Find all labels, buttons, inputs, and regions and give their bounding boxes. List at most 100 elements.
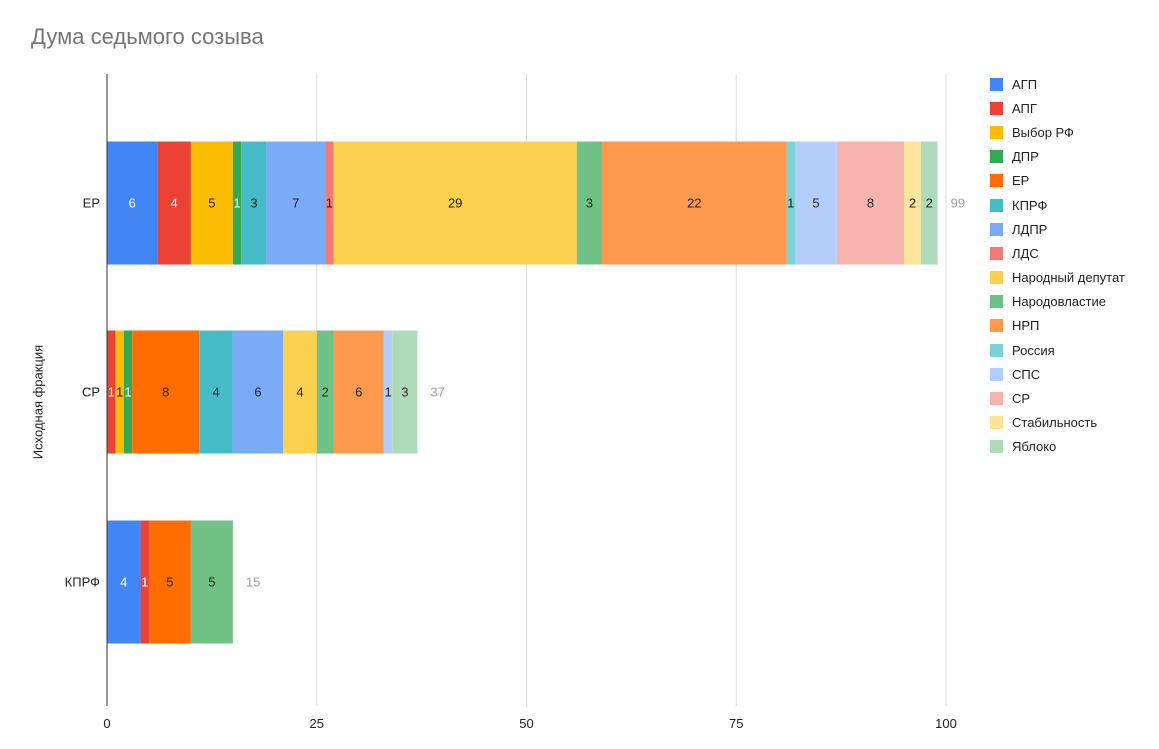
legend-swatch [990,343,1003,357]
bar-segment [232,141,242,265]
legend-label: КПРФ [1012,197,1048,213]
legend: АГП АПГ Выбор РФ ДПР ЕР КПРФ ЛДПР ЛДС Народный д… [990,72,1125,459]
legend-swatch [990,125,1003,139]
legend-label: ЛДС [1012,245,1039,261]
bar-segment [123,330,133,454]
data-label: 3 [586,196,593,211]
legend-label: Народный депутат [1012,270,1125,286]
y-axis-title: Исходная фракция [30,344,46,460]
legend-swatch [990,416,1003,430]
legend-label: СПС [1012,366,1041,382]
data-label: 4 [296,385,303,400]
bar-segment [383,330,393,454]
bar-segment [190,141,233,265]
data-label: 7 [292,196,299,211]
legend-label: ДПР [1012,149,1039,165]
legend-swatch [990,440,1003,454]
legend-swatch [990,295,1003,309]
labels-layer: 6 4 5 1 3 7 1 29 3 22 1 5 8 2 2 991 1 1 8 4 6 4 2 6 1 3 374 1 5 5 15 [108,196,966,590]
bar-segment [157,141,191,265]
legend-item: Стабильность [990,411,1125,435]
data-label: 3 [250,196,257,211]
bar-segment [316,330,334,454]
data-label: 2 [322,385,329,400]
data-label: 6 [355,385,362,400]
legend-label: ЛДПР [1012,221,1048,237]
bar-segment [199,330,233,454]
legend-swatch [990,319,1003,333]
bars-layer [107,141,938,644]
bar-segment [266,141,326,265]
data-label: 22 [687,196,701,211]
bar-segment [904,141,921,265]
legend-label: Стабильность [1012,415,1098,431]
legend-swatch [990,392,1003,406]
data-label: 5 [208,575,215,590]
data-label: 2 [926,196,933,211]
bar-segment [325,141,334,265]
x-tick-label: 75 [729,716,743,731]
total-label: 37 [430,385,444,400]
legend-item: КПРФ [990,193,1125,217]
legend-label: Выбор РФ [1012,124,1074,140]
legend-swatch [990,150,1003,164]
data-label: 1 [124,385,131,400]
legend-label: Яблоко [1012,439,1057,455]
data-label: 1 [326,196,333,211]
data-label: 29 [448,196,462,211]
data-label: 1 [384,385,391,400]
legend-swatch [990,271,1003,285]
data-label: 5 [166,575,173,590]
data-label: 5 [812,196,819,211]
bar-segment [190,520,233,644]
legend-item: ЛДПР [990,217,1125,241]
legend-item: СПС [990,362,1125,386]
legend-item: СР [990,386,1125,410]
legend-label: НРП [1012,318,1040,334]
legend-swatch [990,77,1003,91]
bar-segment [115,330,124,454]
bar-segment [392,330,418,454]
data-label: 4 [171,196,178,211]
legend-item: Россия [990,338,1125,362]
data-label: 8 [162,385,169,400]
legend-label: ЕР [1012,173,1030,189]
legend-label: АПГ [1012,100,1037,116]
data-label: 1 [787,196,794,211]
legend-item: Народный депутат [990,266,1125,290]
legend-swatch [990,222,1003,236]
bar-segment [232,330,284,454]
legend-label: Народовластие [1012,294,1106,310]
x-tick-label: 50 [519,716,533,731]
bar-segment [132,330,200,454]
legend-item: Яблоко [990,435,1125,459]
legend-swatch [990,367,1003,381]
legend-swatch [990,198,1003,212]
data-label: 4 [120,575,127,590]
data-label: 1 [116,385,123,400]
bar-segment [333,330,384,454]
bar-segment [148,520,191,644]
bar-segment [140,520,149,644]
bar-segment [794,141,837,265]
legend-item: ДПР [990,145,1125,169]
bar-segment [836,141,905,265]
bar-segment [107,141,158,265]
bar-segment [333,141,577,265]
total-label: 99 [951,196,965,211]
x-tick-label: 100 [935,716,957,731]
legend-label: АГП [1012,76,1038,92]
total-label: 15 [246,575,260,590]
x-tick-label: 25 [310,716,324,731]
bar-segment [107,520,141,644]
legend-item: ЕР [990,169,1125,193]
chart-title: Дума седьмого созыва [31,24,264,49]
data-label: 4 [212,385,219,400]
y-tick-label: ЕР [83,196,100,211]
data-label: 1 [141,575,148,590]
bar-segment [786,141,795,265]
y-tick-label: КПРФ [65,575,100,590]
data-label: 8 [867,196,874,211]
